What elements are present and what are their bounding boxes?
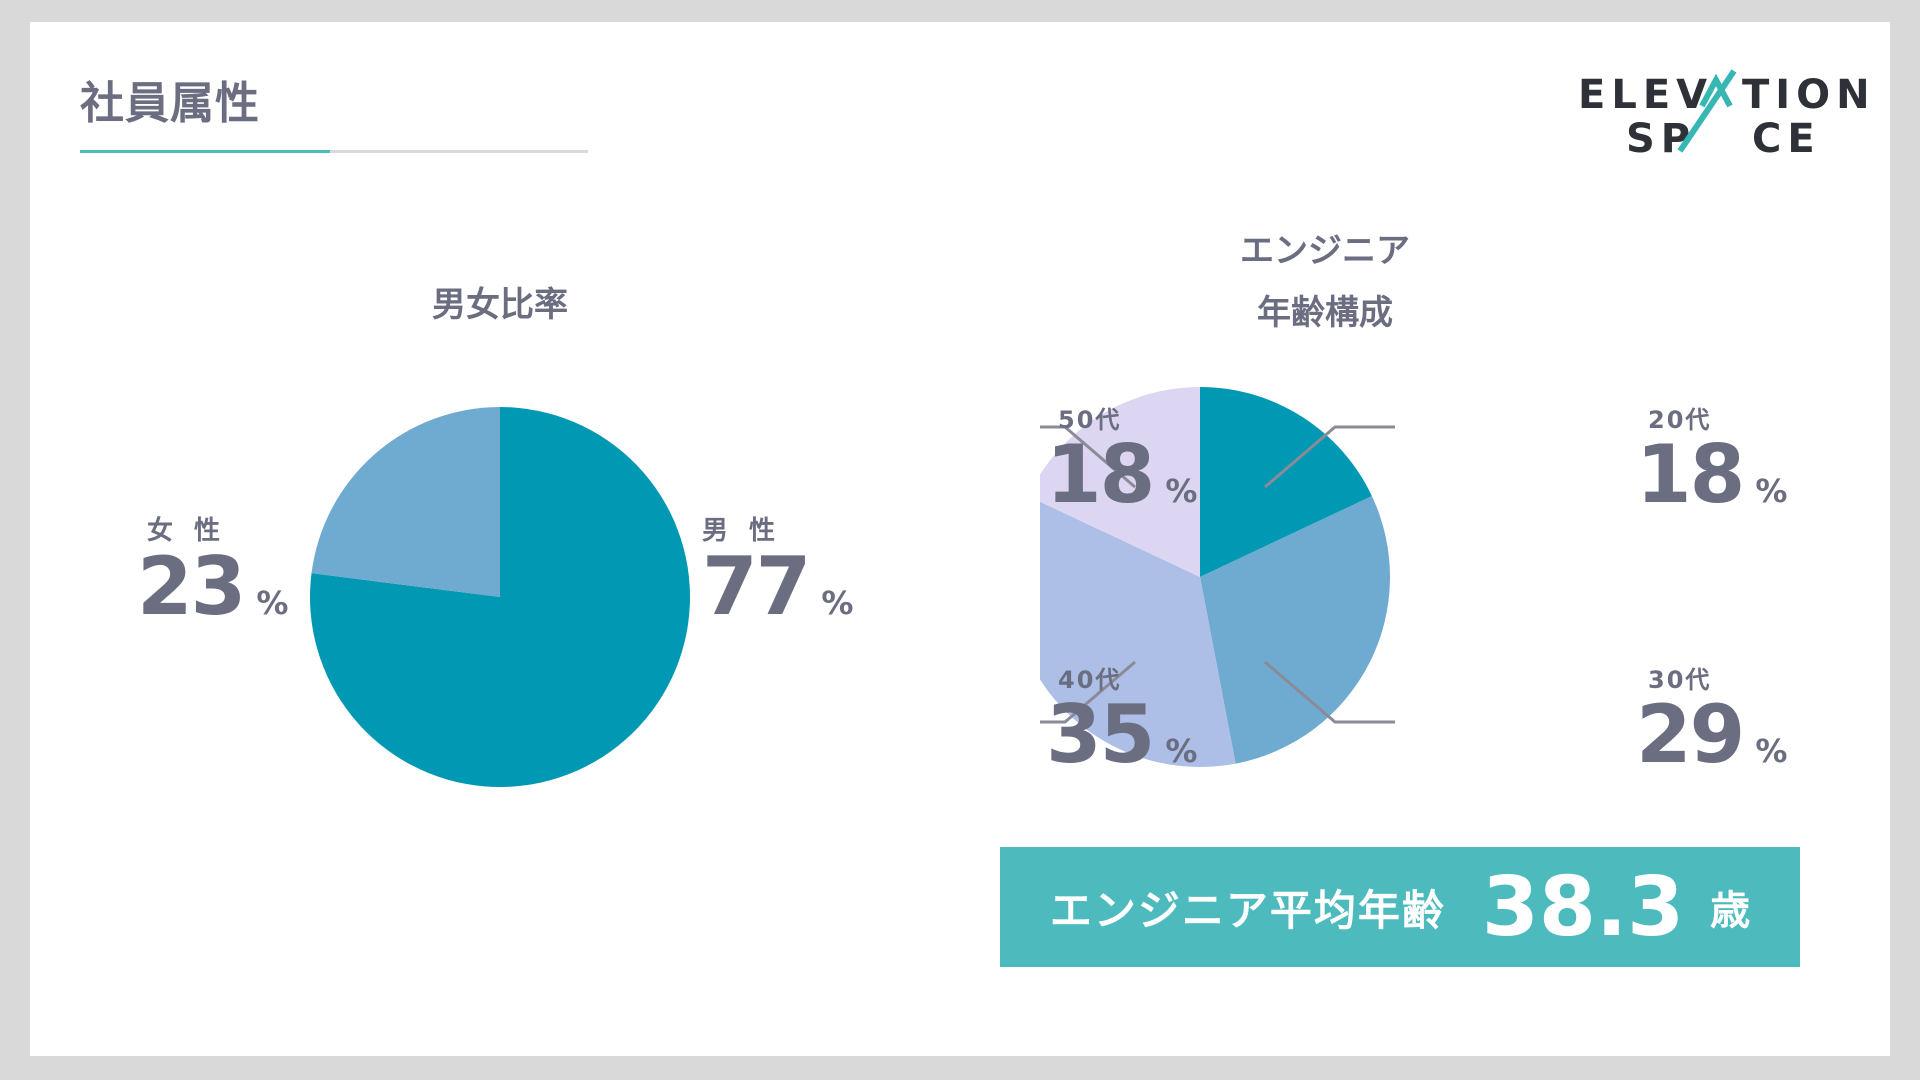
elevation-space-logo: ELEV TION SP CE — [1578, 69, 1866, 156]
logo-line1-left: ELEV — [1578, 72, 1713, 118]
average-age-label: エンジニア平均年齢 — [1049, 885, 1446, 935]
gender-pie-chart — [310, 407, 690, 787]
age-chart-title: エンジニア 年齢構成 — [1175, 220, 1475, 344]
female-value-row: 23 % — [137, 547, 288, 627]
age-30s-group: 30代 29 % — [1636, 660, 1787, 775]
age-30s-value-row: 29 % — [1636, 695, 1787, 775]
pie-slice-50s — [1040, 387, 1200, 577]
male-label: 男 性 — [702, 516, 782, 546]
logo-line2-left: SP — [1626, 116, 1696, 156]
age-20s-label: 20代 — [1648, 406, 1712, 434]
age-20s-value-row: 18 % — [1636, 435, 1787, 515]
leader-line-20s — [1264, 425, 1395, 489]
slide: 社員属性 ELEV TION SP CE 男女比率 男 性 77 % 女 性 2… — [30, 22, 1890, 1056]
male-label-group: 男 性 77 % — [702, 510, 853, 627]
average-age-banner: エンジニア平均年齢 38.3 歳 — [1000, 847, 1800, 967]
age-40s-percent: 35 — [1046, 688, 1155, 781]
gender-chart-title: 男女比率 — [432, 285, 568, 325]
male-percent-value: 77 — [702, 540, 811, 633]
age-40s-label: 40代 — [1058, 666, 1122, 694]
age-20s-percent: 18 — [1636, 428, 1745, 521]
age-20s-group: 20代 18 % — [1636, 400, 1787, 515]
title-underline-accent — [80, 150, 330, 153]
age-40s-group: 40代 35 % — [1046, 660, 1197, 775]
leader-line-40s — [1040, 660, 1136, 724]
leader-line-30s — [1264, 660, 1395, 724]
average-age-value: 38.3 — [1481, 859, 1685, 955]
age-chart-title-line2: 年齢構成 — [1257, 293, 1393, 333]
age-30s-label: 30代 — [1648, 666, 1712, 694]
logo-line2-right: CE — [1752, 116, 1821, 156]
average-age-unit: 歳 — [1710, 888, 1751, 934]
male-percent-sign: % — [821, 584, 854, 622]
age-40s-value-row: 35 % — [1046, 695, 1197, 775]
age-50s-group: 50代 18 % — [1046, 400, 1197, 515]
age-40s-percent-sign: % — [1165, 732, 1198, 770]
leader-line-50s — [1040, 425, 1136, 489]
age-50s-percent-sign: % — [1165, 472, 1198, 510]
age-50s-label: 50代 — [1058, 406, 1122, 434]
age-chart-title-line1: エンジニア — [1240, 231, 1410, 271]
leader-lines — [1040, 425, 1395, 724]
female-percent-value: 23 — [137, 540, 246, 633]
female-label-group: 女 性 23 % — [137, 510, 288, 627]
male-value-row: 77 % — [702, 547, 853, 627]
age-20s-percent-sign: % — [1755, 472, 1788, 510]
pie-slice-30s — [1200, 496, 1390, 764]
age-50s-value-row: 18 % — [1046, 435, 1197, 515]
age-pie-chart — [1040, 387, 1395, 767]
female-percent-sign: % — [256, 584, 289, 622]
title-underline — [80, 150, 588, 153]
logo-mark-a — [1699, 73, 1733, 108]
age-30s-percent: 29 — [1636, 688, 1745, 781]
age-50s-percent: 18 — [1046, 428, 1155, 521]
page-title: 社員属性 — [80, 78, 260, 129]
pie-slice-female — [311, 407, 500, 597]
logo-line1-right: TION — [1742, 72, 1866, 118]
female-label: 女 性 — [147, 516, 227, 546]
pie-slice-20s — [1200, 387, 1372, 577]
age-30s-percent-sign: % — [1755, 732, 1788, 770]
logo-mark — [1677, 69, 1737, 153]
